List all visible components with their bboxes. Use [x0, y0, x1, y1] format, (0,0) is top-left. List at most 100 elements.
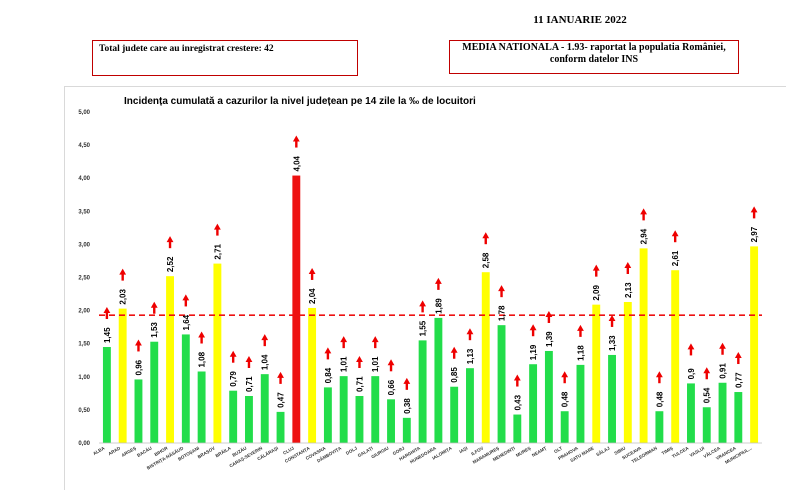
bar	[513, 414, 522, 443]
arrow-shaft	[595, 269, 598, 277]
bar	[718, 382, 727, 443]
data-label: 1,39	[545, 331, 554, 347]
national-average-box: MEDIA NATIONALA - 1.93- raportat la popu…	[449, 40, 739, 74]
arrow-shaft	[579, 329, 582, 337]
bar	[150, 341, 159, 443]
x-tick-label: BRAȘOV	[197, 446, 217, 461]
bar	[544, 350, 553, 443]
arrow-head	[671, 230, 679, 237]
increase-arrow-icon	[624, 261, 632, 274]
increase-arrow-icon	[277, 371, 284, 384]
data-label: 0,71	[355, 376, 364, 392]
data-label: 0,9	[687, 368, 696, 380]
arrow-head	[119, 268, 127, 275]
x-tick-label: SIBIU	[613, 446, 626, 456]
data-label: 1,89	[434, 298, 443, 314]
x-tick-label: BIHOR	[153, 445, 169, 457]
arrow-head	[135, 339, 142, 346]
bar	[118, 308, 127, 443]
y-tick-label: 2,50	[78, 276, 90, 282]
arrow-shaft	[547, 315, 551, 323]
bars-group	[99, 175, 762, 444]
arrow-shaft	[121, 273, 124, 281]
increase-arrow-icon	[687, 343, 695, 356]
arrow-head	[371, 336, 379, 343]
increase-arrow-icon	[513, 374, 521, 387]
arrow-shaft	[247, 360, 251, 368]
arrow-shaft	[137, 344, 140, 352]
national-average-line2: conform datelor INS	[549, 54, 639, 65]
bar	[355, 395, 364, 443]
data-label: 2,13	[624, 282, 633, 298]
data-label: 0,48	[655, 391, 664, 407]
arrow-head	[403, 377, 411, 384]
increase-arrow-icon	[561, 371, 569, 384]
arrow-shaft	[468, 333, 472, 341]
x-tick-label: CLUJ	[282, 445, 295, 455]
increase-arrow-icon	[150, 301, 158, 314]
data-label: 0,84	[324, 367, 333, 383]
data-label: 2,52	[166, 256, 175, 272]
increase-arrow-icon	[466, 328, 474, 341]
bar	[466, 368, 474, 443]
arrow-head	[356, 355, 363, 362]
y-tick-label: 3,00	[78, 242, 90, 248]
arrow-shaft	[437, 282, 440, 290]
bar	[323, 387, 332, 443]
data-label: 0,54	[703, 387, 712, 403]
increase-arrow-icon	[135, 339, 142, 352]
data-label: 0,91	[719, 363, 728, 379]
arrow-head	[498, 285, 505, 292]
bar	[260, 374, 269, 443]
arrow-shaft	[752, 211, 756, 219]
data-label: 0,79	[229, 371, 238, 387]
increase-arrow-icon	[529, 324, 537, 337]
arrow-head	[719, 342, 726, 349]
arrow-shaft	[342, 341, 345, 349]
data-label: 1,64	[182, 314, 191, 330]
y-tick-label: 4,00	[78, 176, 90, 182]
arrow-head	[166, 236, 174, 243]
arrow-shaft	[168, 241, 172, 249]
increase-arrow-icon	[640, 208, 648, 221]
arrow-head	[434, 277, 442, 284]
y-tick-label: 5,00	[78, 110, 90, 116]
arrow-head	[103, 307, 111, 314]
data-labels-group: 1,45 2,03 0,96 1,53 2,52 1,64 1,08 2,71 0,79 0,71…	[103, 155, 759, 413]
y-tick-label: 2,00	[78, 309, 90, 315]
y-tick-label: 1,00	[78, 375, 90, 381]
arrow-shaft	[531, 329, 535, 337]
increase-arrow-icon	[750, 206, 758, 219]
bar	[197, 371, 206, 443]
x-tick-label: ARGEȘ	[121, 446, 138, 459]
arrow-head	[324, 347, 332, 354]
increase-arrow-icon	[371, 336, 379, 349]
data-label: 1,19	[529, 344, 538, 360]
increase-arrow-icon	[103, 307, 111, 320]
arrow-shaft	[389, 364, 393, 372]
arrow-shaft	[358, 360, 361, 368]
increase-arrow-icon	[419, 300, 427, 313]
bar	[481, 272, 490, 443]
arrow-head	[734, 352, 742, 359]
arrow-head	[608, 314, 616, 321]
bar	[734, 392, 743, 443]
data-label: 0,43	[513, 394, 522, 410]
increase-arrow-icon	[261, 334, 269, 347]
arrow-head	[561, 371, 569, 378]
data-label: 1,18	[576, 345, 585, 361]
x-tick-label: TIMIȘ	[661, 446, 674, 457]
arrow-shaft	[737, 357, 740, 365]
arrow-shaft	[452, 351, 456, 359]
arrow-head	[387, 359, 395, 366]
bar	[339, 376, 348, 443]
y-tick-label: 4,50	[78, 143, 90, 149]
arrow-head	[577, 324, 584, 331]
bar	[245, 395, 253, 443]
arrow-head	[545, 310, 553, 317]
bar	[702, 407, 711, 443]
arrow-head	[277, 371, 284, 378]
y-tick-label: 0,50	[78, 408, 90, 414]
increase-arrow-icon	[213, 223, 221, 236]
data-label: 0,38	[403, 398, 412, 414]
